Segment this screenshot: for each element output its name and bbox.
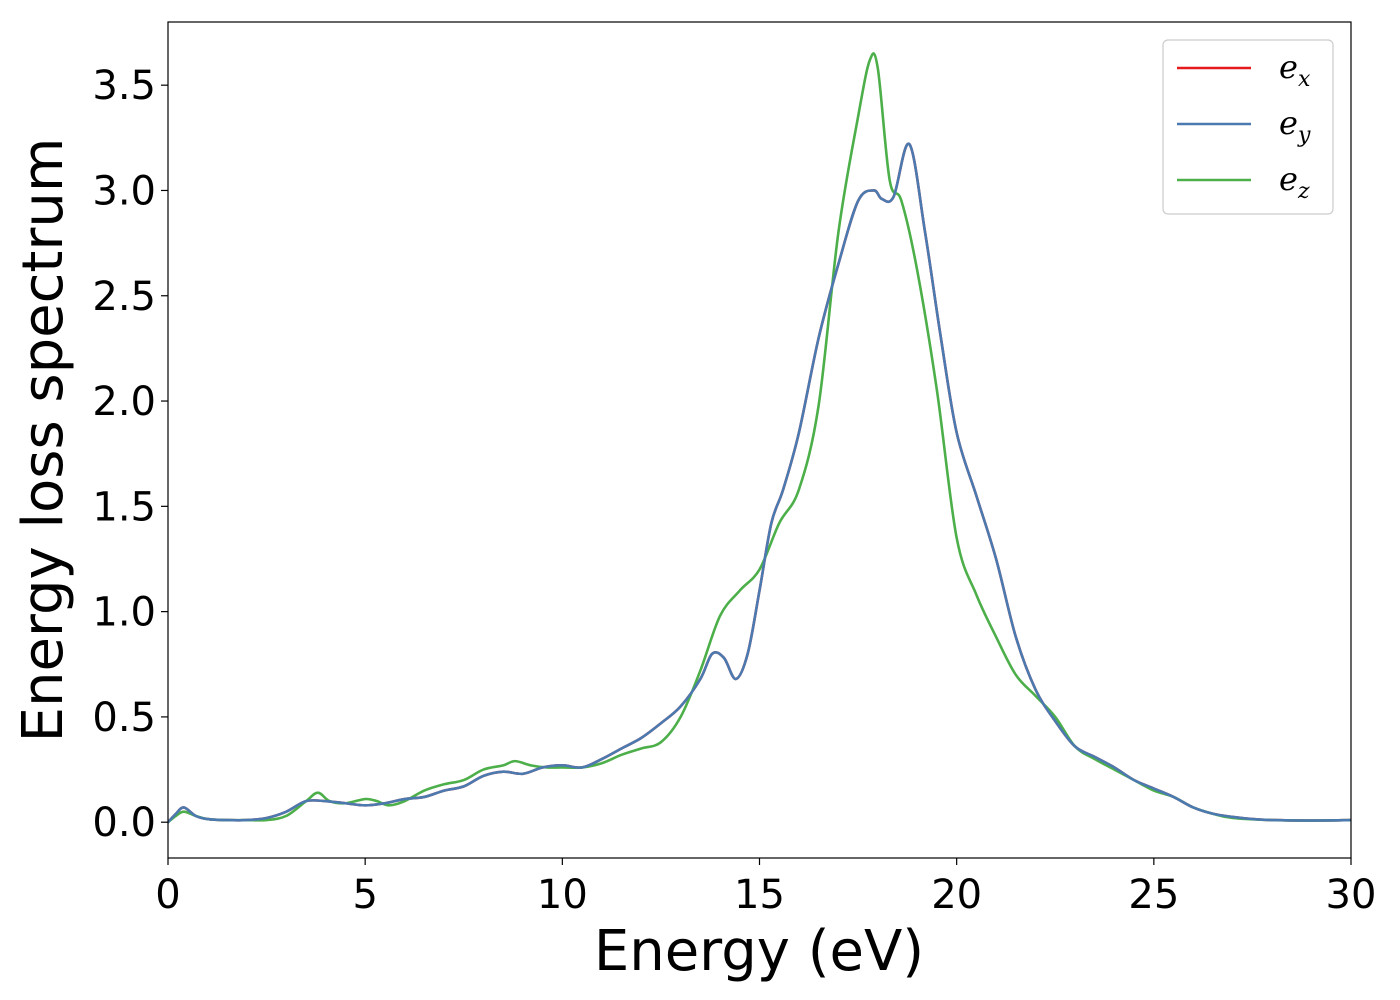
x-tick-label: 20 [931, 872, 982, 918]
y-tick-label: 1.5 [92, 484, 156, 530]
series-line-e-y [168, 142, 1351, 824]
x-axis: 0 5 10 15 20 25 30 [155, 858, 1376, 918]
y-tick-label: 0.5 [92, 695, 156, 741]
legend-label-x: ex [1279, 48, 1311, 92]
y-tick-label: 3.0 [92, 168, 156, 214]
x-tick-label: 10 [537, 872, 588, 918]
series-line-e-x [168, 142, 1351, 824]
y-tick-label: 0.0 [92, 800, 156, 846]
y-axis: 0.0 0.5 1.0 1.5 2.0 2.5 3.0 3.5 [92, 63, 168, 846]
legend: ex ey ez [1162, 39, 1334, 215]
series-group [168, 52, 1351, 824]
legend-label-y: ey [1279, 104, 1311, 148]
y-tick-label: 2.0 [92, 379, 156, 425]
x-tick-label: 25 [1128, 872, 1179, 918]
legend-label-z: ez [1279, 160, 1310, 204]
x-tick-label: 0 [155, 872, 180, 918]
y-tick-label: 2.5 [92, 274, 156, 320]
x-axis-title: Energy (eV) [594, 919, 924, 984]
x-tick-label: 30 [1326, 872, 1377, 918]
y-axis-title: Energy loss spectrum [11, 138, 76, 743]
y-tick-label: 1.0 [92, 590, 156, 636]
y-tick-label: 3.5 [92, 63, 156, 109]
x-tick-label: 5 [352, 872, 377, 918]
x-tick-label: 15 [734, 872, 785, 918]
legend-box [1162, 39, 1334, 215]
